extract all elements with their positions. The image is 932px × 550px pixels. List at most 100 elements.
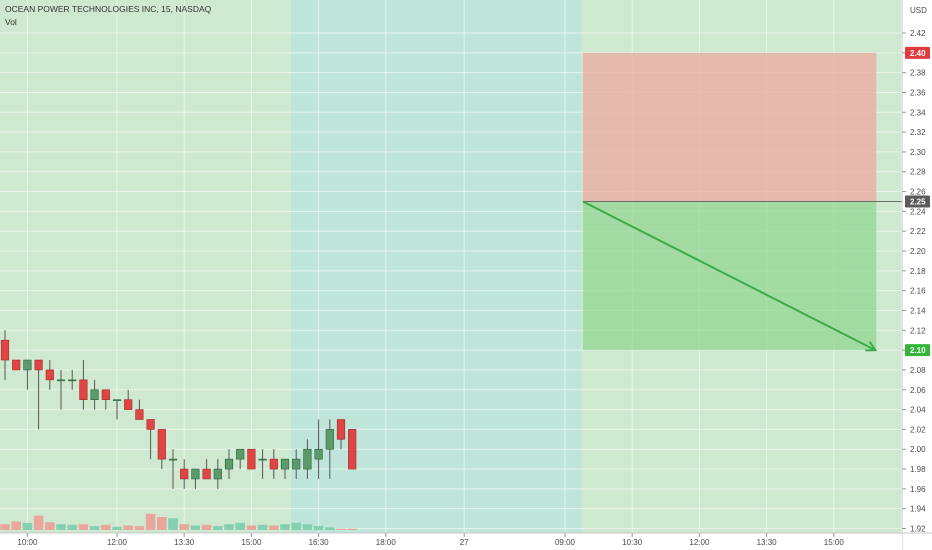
volume-bar — [235, 522, 245, 530]
volume-bar — [22, 522, 33, 530]
price-tick-label: 1.96 — [910, 485, 926, 494]
stop-price-tag-text: 2.40 — [910, 49, 926, 58]
price-tick-label: 2.34 — [910, 108, 926, 117]
candle-down — [101, 389, 110, 400]
volume-bar — [67, 524, 77, 530]
candle-down — [45, 369, 54, 381]
time-tick-label: 10:30 — [622, 538, 643, 547]
candle-down — [0, 339, 10, 361]
stop-loss-zone — [582, 52, 877, 202]
volume-bar — [145, 513, 156, 530]
time-tick-label: 15:00 — [241, 538, 262, 547]
candles — [0, 330, 357, 489]
candle-up — [258, 458, 267, 461]
time-tick-label: 27 — [460, 538, 469, 547]
volume-bar — [246, 525, 257, 530]
volume-bar — [112, 526, 122, 530]
candle-down — [269, 458, 278, 470]
price-tick-label: 2.14 — [910, 306, 926, 315]
candle-down — [34, 359, 43, 371]
candle-up — [68, 379, 77, 382]
price-tick-label: 1.92 — [910, 525, 926, 534]
volume-bar — [280, 524, 290, 530]
time-tick-label: 18:00 — [376, 538, 397, 547]
price-tick-label: 2.32 — [910, 128, 926, 137]
volume-bar — [89, 526, 100, 530]
volume-bar — [291, 522, 301, 530]
time-tick-label: 13:30 — [174, 538, 195, 547]
volume-bar — [313, 526, 324, 530]
volume-bar — [45, 522, 55, 530]
candle-up — [292, 458, 301, 470]
price-axis[interactable]: USD2.422.402.382.362.342.322.302.282.262… — [901, 0, 932, 550]
price-tick-label: 2.36 — [910, 88, 926, 97]
chart-title: OCEAN POWER TECHNOLOGIES INC, 15, NASDAQ — [5, 4, 212, 14]
volume-bar — [325, 527, 335, 530]
time-tick-label: 09:00 — [555, 538, 576, 547]
volume-legend-label: Vol — [5, 17, 17, 27]
candle-down — [146, 419, 155, 430]
candle-down — [180, 468, 189, 480]
regular-session-band — [0, 0, 291, 533]
volume-bar — [336, 528, 346, 530]
candle-down — [135, 409, 144, 420]
price-tick-label: 2.06 — [910, 386, 926, 395]
trend-arrow[interactable] — [582, 200, 878, 352]
price-tick-label: 2.12 — [910, 326, 926, 335]
price-tick-label: 2.18 — [910, 267, 926, 276]
price-tick-label: 2.30 — [910, 148, 926, 157]
candle-down — [124, 399, 133, 410]
candle-down — [79, 379, 88, 400]
volume-bar — [347, 528, 357, 530]
price-tick-label: 2.20 — [910, 247, 926, 256]
price-tick-label: 1.94 — [910, 505, 926, 514]
entry-price-tag-text: 2.25 — [910, 197, 926, 206]
candle-up — [56, 379, 66, 382]
price-tick-label: 2.02 — [910, 425, 926, 434]
volume-bar — [101, 524, 111, 530]
target-price-tag-text: 2.10 — [910, 346, 926, 355]
price-axis-background — [902, 0, 932, 550]
time-tick-label: 10:00 — [17, 538, 38, 547]
candle-up — [325, 429, 334, 450]
candle-up — [236, 448, 245, 460]
volume-bar — [302, 524, 313, 530]
short-position-tool[interactable] — [582, 52, 902, 351]
target-price-tag — [905, 344, 930, 357]
volume-bar — [213, 526, 223, 530]
candle-up — [23, 359, 32, 371]
candle-up — [168, 458, 178, 461]
volume-bar — [179, 524, 189, 530]
price-tick-label: 1.98 — [910, 465, 926, 474]
volume-bars — [0, 513, 357, 530]
price-tick-label: 2.08 — [910, 366, 926, 375]
candle-up — [191, 468, 200, 480]
volume-bar — [257, 524, 268, 530]
candle-up — [224, 458, 234, 470]
extended-session-band — [290, 0, 582, 533]
price-tick-label: 2.00 — [910, 445, 926, 454]
candle-up — [213, 468, 222, 480]
arrow-line — [582, 200, 876, 352]
price-tick-label: 2.22 — [910, 227, 926, 236]
time-tick-label: 12:00 — [689, 538, 710, 547]
volume-bar — [190, 525, 201, 530]
entry-price-tag — [905, 195, 930, 208]
volume-bar — [269, 525, 279, 530]
candle-up — [303, 448, 312, 470]
price-tick-label: 2.04 — [910, 406, 926, 415]
time-axis-background — [0, 533, 902, 550]
time-tick-label: 13:30 — [757, 538, 778, 547]
price-tick-label: 2.26 — [910, 188, 926, 197]
price-tick-label: 2.24 — [910, 207, 926, 216]
candle-down — [348, 429, 357, 470]
volume-bar — [157, 517, 167, 530]
candle-up — [90, 389, 99, 400]
price-tick-label: 2.42 — [910, 29, 926, 38]
candle-up — [112, 399, 122, 401]
volume-bar — [0, 524, 10, 530]
arrow-head — [865, 341, 878, 352]
time-axis[interactable]: 10:00 12:00 13:30 15:00 16:30 18:00 27 09:00 10:… — [0, 532, 932, 550]
